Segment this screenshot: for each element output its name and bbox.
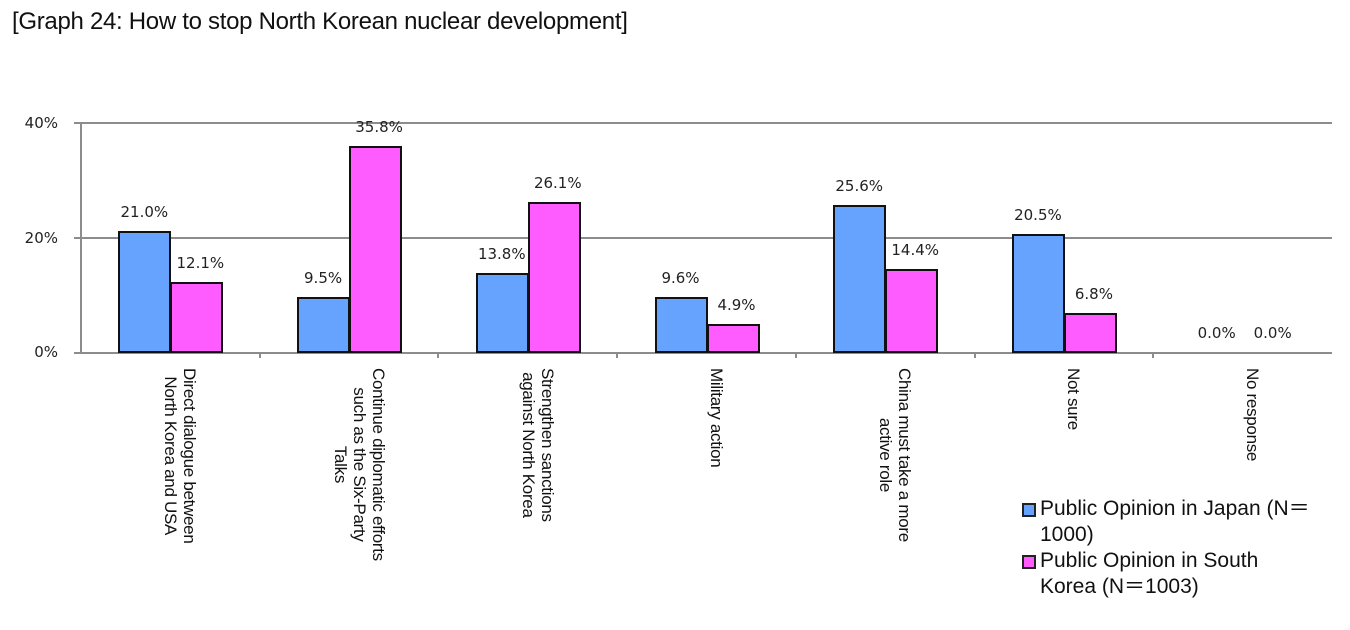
bar-kr-0: [170, 282, 224, 353]
x-axis: [74, 352, 1332, 354]
y-tick-40: 40%: [24, 114, 58, 132]
x-label-4: China must take a more active role: [876, 368, 914, 542]
x-label-line: Military action: [707, 368, 726, 468]
x-label-1: Continue diplomatic efforts such as the S…: [331, 368, 388, 561]
bar-kr-4: [885, 269, 939, 353]
bar-jp-3: [654, 296, 708, 353]
legend: Public Opinion in Japan (N＝ 1000) Public…: [1022, 496, 1310, 600]
bar-kr-1: [349, 146, 403, 353]
y-tick-mark: [74, 122, 80, 124]
gridline-40: [80, 122, 1332, 124]
data-label-jp-6: 0.0%: [1197, 324, 1236, 342]
data-label-jp-1: 9.5%: [304, 269, 343, 288]
legend-label-korea-line1: Public Opinion in South: [1040, 549, 1259, 572]
bar-kr-5: [1063, 312, 1117, 353]
legend-swatch-korea: [1022, 555, 1036, 569]
legend-label-korea-line2: Korea (N＝1003): [1040, 575, 1199, 598]
data-label-jp-3: 9.6%: [661, 268, 700, 287]
data-label-kr-1: 35.8%: [355, 118, 403, 137]
x-label-line: active role: [876, 417, 896, 493]
chart-title: [Graph 24: How to stop North Korean nucl…: [12, 8, 628, 35]
x-tick-mark: [616, 352, 619, 358]
x-tick-mark: [973, 352, 976, 358]
x-label-line: Strengthen sanctions: [537, 368, 557, 522]
bar-jp-4: [833, 204, 887, 353]
y-tick-0: 0%: [34, 343, 58, 361]
x-label-2: Strengthen sanctions against North Korea: [519, 368, 557, 522]
x-label-3: Military action: [707, 368, 726, 467]
legend-swatch-japan: [1022, 503, 1036, 517]
x-label-5: Not sure: [1064, 368, 1083, 430]
x-label-line: Not sure: [1064, 368, 1084, 430]
bar-jp-0: [118, 231, 172, 353]
y-axis: [80, 122, 82, 354]
legend-label-japan-line2: 1000): [1040, 523, 1094, 546]
data-label-kr-4: 14.4%: [891, 241, 940, 260]
data-label-jp-0: 21.0%: [120, 203, 169, 222]
x-label-line: Talks: [330, 445, 350, 484]
bar-jp-5: [1011, 234, 1065, 353]
data-label-jp-2: 13.8%: [477, 244, 526, 263]
x-label-line: China must take a more: [895, 368, 915, 542]
y-tick-20: 20%: [24, 229, 58, 247]
x-tick-mark: [258, 352, 261, 358]
bar-kr-2: [527, 201, 581, 353]
legend-item-korea: Public Opinion in South Korea (N＝1003): [1022, 548, 1310, 600]
x-label-0: Direct dialogue between North Korea and U…: [161, 368, 199, 544]
x-tick-mark: [1152, 352, 1155, 358]
x-label-line: North Korea and USA: [161, 376, 181, 536]
data-label-kr-5: 6.8%: [1074, 284, 1113, 303]
x-label-line: Direct dialogue between: [180, 368, 200, 544]
data-label-kr-2: 26.1%: [533, 173, 582, 192]
legend-label-japan-line1: Public Opinion in Japan (N＝: [1040, 497, 1310, 520]
y-tick-mark: [74, 237, 80, 239]
x-label-line: No response: [1243, 368, 1263, 462]
x-label-6: No response: [1243, 368, 1262, 461]
x-tick-mark: [794, 352, 797, 358]
bar-kr-3: [706, 323, 760, 353]
bar-jp-2: [475, 272, 529, 353]
legend-item-japan: Public Opinion in Japan (N＝ 1000): [1022, 496, 1310, 548]
x-label-line: such as the Six-Party: [349, 387, 369, 542]
data-label-jp-5: 20.5%: [1014, 206, 1062, 225]
data-label-jp-4: 25.6%: [835, 176, 884, 195]
x-tick-mark: [437, 352, 440, 358]
data-label-kr-3: 4.9%: [717, 295, 756, 314]
data-label-kr-6: 0.0%: [1253, 324, 1292, 342]
x-label-line: Continue diplomatic efforts: [368, 368, 388, 561]
data-label-kr-0: 12.1%: [176, 254, 225, 273]
x-label-line: against North Korea: [518, 372, 538, 518]
bar-jp-1: [297, 297, 351, 353]
gridline-20: [80, 237, 1332, 239]
